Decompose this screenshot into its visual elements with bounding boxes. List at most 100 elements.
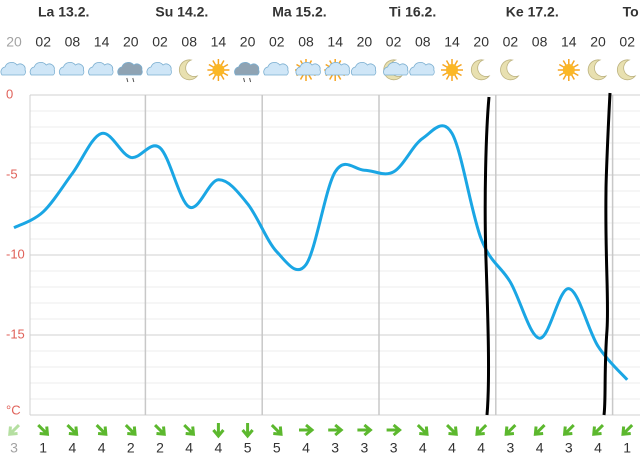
weather-icon xyxy=(383,59,409,81)
wind-arrow xyxy=(562,423,575,436)
cloud xyxy=(58,62,85,76)
cloud xyxy=(350,62,377,76)
wind-arrow xyxy=(270,423,283,436)
wind-arrow xyxy=(212,423,225,439)
moon xyxy=(587,59,608,81)
x-tick-label: 14 xyxy=(561,34,577,50)
x-tick-label: 02 xyxy=(619,34,635,50)
x-tick-label: 02 xyxy=(386,34,402,50)
wind-arrow xyxy=(504,423,517,436)
x-tick-label: 20 xyxy=(6,34,22,50)
day-label: La 13.2. xyxy=(38,4,89,20)
weather-icon xyxy=(146,62,172,76)
arrow xyxy=(95,423,108,436)
day-label: Ke 17.2. xyxy=(506,4,559,20)
arrow xyxy=(212,423,225,439)
arrow xyxy=(124,423,137,436)
cloud xyxy=(0,62,26,76)
x-tick-label: 08 xyxy=(181,34,197,50)
arrow xyxy=(270,423,283,436)
weather-icon xyxy=(88,62,114,76)
wind-speed: 3 xyxy=(390,440,398,456)
weather-icon xyxy=(557,59,580,81)
wind-speed: 3 xyxy=(10,440,18,456)
arrow xyxy=(241,423,254,439)
x-tick-label: 20 xyxy=(590,34,606,50)
wind-arrow xyxy=(386,423,402,437)
wind-speed: 4 xyxy=(215,440,223,456)
moon xyxy=(470,59,491,81)
day-label: Ma 15.2. xyxy=(272,4,326,20)
wind-speed: 4 xyxy=(98,440,106,456)
wind-arrow xyxy=(533,423,546,436)
wind-speed: 4 xyxy=(477,440,485,456)
cloud xyxy=(88,62,114,76)
weather-icon xyxy=(117,62,143,83)
arrow xyxy=(562,423,575,436)
wind-arrow xyxy=(475,423,488,436)
x-tick-label: 08 xyxy=(65,34,81,50)
y-tick-label: -15 xyxy=(6,326,25,341)
hand-drawn-line xyxy=(483,96,491,416)
arrow xyxy=(37,423,50,436)
wind-speed: 4 xyxy=(185,440,193,456)
weather-icon xyxy=(0,62,26,76)
wind-speed: 2 xyxy=(127,440,135,456)
arrow xyxy=(328,423,344,437)
wind-arrow xyxy=(328,423,344,437)
wind-speed: 4 xyxy=(419,440,427,456)
wind-speed: 2 xyxy=(156,440,164,456)
wind-speed: 4 xyxy=(302,440,310,456)
sun xyxy=(562,64,575,76)
arrow xyxy=(8,423,21,436)
x-tick-label: 14 xyxy=(444,34,460,50)
weather-icon xyxy=(616,59,637,81)
x-tick-label: 20 xyxy=(473,34,489,50)
arrow xyxy=(357,423,373,437)
wind-arrow xyxy=(241,423,254,439)
cloud xyxy=(117,62,143,76)
wind-speed: 1 xyxy=(623,440,631,456)
arrow xyxy=(66,423,79,436)
x-tick-label: 14 xyxy=(211,34,227,50)
x-tick-label: 20 xyxy=(240,34,256,50)
sun xyxy=(212,64,225,76)
wind-arrow xyxy=(416,423,429,436)
weather-icon xyxy=(207,59,230,81)
x-tick-label: 02 xyxy=(35,34,51,50)
snow xyxy=(126,77,135,83)
wind-speed: 4 xyxy=(448,440,456,456)
wind-arrow xyxy=(621,423,634,436)
wind-arrow xyxy=(124,423,137,436)
y-tick-label: -5 xyxy=(6,166,18,181)
snow xyxy=(243,77,252,83)
wind-arrow xyxy=(592,423,605,436)
wind-speed: 3 xyxy=(507,440,515,456)
x-tick-label: 08 xyxy=(532,34,548,50)
cloud xyxy=(146,62,172,76)
wind-speed: 3 xyxy=(331,440,339,456)
cloud xyxy=(324,62,351,76)
y-tick-label: °C xyxy=(6,402,21,417)
cloud xyxy=(29,62,56,76)
hand-drawn-line xyxy=(602,92,612,416)
wind-speed: 3 xyxy=(565,440,573,456)
temperature-line xyxy=(13,124,629,381)
wind-arrow xyxy=(445,423,458,436)
arrow xyxy=(416,423,429,436)
moon xyxy=(616,59,637,81)
weather-icon xyxy=(295,59,321,81)
x-tick-label: 02 xyxy=(269,34,285,50)
cloud xyxy=(295,62,321,76)
day-label: To xyxy=(623,4,639,20)
arrow xyxy=(299,423,315,437)
cloud xyxy=(234,62,260,76)
weather-icon xyxy=(324,59,351,81)
wind-arrow xyxy=(95,423,108,436)
day-label: Ti 16.2. xyxy=(389,4,436,20)
arrow xyxy=(504,423,517,436)
arrow xyxy=(592,423,605,436)
weather-icon xyxy=(409,62,435,76)
